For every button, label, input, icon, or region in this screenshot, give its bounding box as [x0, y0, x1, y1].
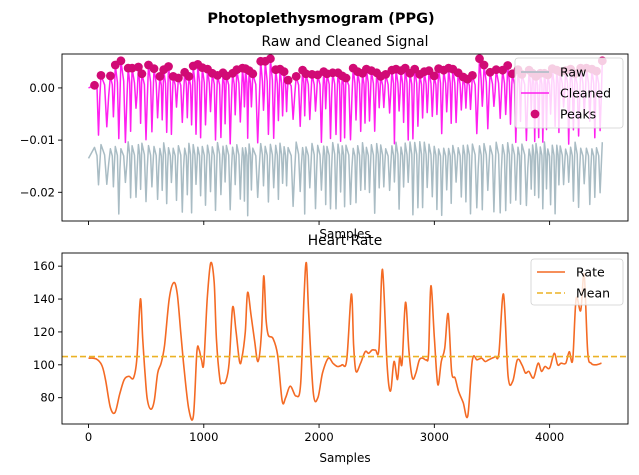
heart-rate-x-tick-label: 2000 — [304, 430, 333, 444]
raw-signal-line — [87, 141, 604, 217]
legend-cleaned-label: Cleaned — [560, 86, 611, 101]
peak-marker — [491, 65, 501, 75]
peak-marker — [184, 72, 194, 81]
peak-marker — [291, 72, 301, 81]
heart-rate-y-tick-label: 100 — [33, 358, 55, 372]
heart-rate-panel: Heart Rate 0 1000 2000 3000 4000 80 100 120 140 1… — [33, 233, 629, 465]
signal-y-tick-label: 0.00 — [29, 81, 55, 95]
peak-marker — [279, 67, 289, 77]
peak-marker — [381, 70, 391, 79]
peak-marker — [266, 54, 275, 64]
heart-rate-y-tick-label: 140 — [33, 292, 55, 306]
heart-rate-legend-frame — [530, 258, 624, 306]
peak-marker — [174, 73, 183, 83]
figure-suptitle: Photoplethysmogram (PPG) — [207, 11, 434, 27]
heart-rate-x-tick-label: 0 — [85, 430, 92, 444]
heart-rate-x-tick-label: 3000 — [420, 430, 449, 444]
peak-marker — [341, 73, 351, 83]
legend-peaks-marker — [530, 109, 540, 119]
heart-rate-y-tick-label: 120 — [33, 325, 55, 339]
heart-rate-panel-title: Heart Rate — [308, 233, 382, 249]
peak-marker — [106, 71, 115, 81]
heart-rate-x-tick-label: 4000 — [535, 430, 564, 444]
peak-marker — [134, 62, 143, 72]
heart-rate-x-tick-label: 1000 — [189, 430, 218, 444]
heart-rate-legend: Rate Mean — [530, 258, 624, 306]
signal-axes: 0.00 −0.01 −0.02 — [20, 53, 629, 225]
heart-rate-plot-area — [62, 261, 628, 421]
legend-raw-label: Raw — [560, 65, 586, 80]
signal-y-tick-label: −0.01 — [20, 133, 55, 147]
heart-rate-axes-frame — [61, 252, 629, 425]
peak-marker — [475, 54, 484, 64]
peak-marker — [468, 71, 477, 80]
signal-panel-title: Raw and Cleaned Signal — [262, 34, 429, 50]
heart-rate-x-axis-label: Samples — [319, 451, 370, 465]
peak-marker — [90, 80, 99, 90]
signal-axes-frame — [61, 53, 629, 222]
signal-panel: Raw and Cleaned Signal 0.00 −0.01 −0.02 Sa… — [20, 34, 629, 241]
legend-peaks-label: Peaks — [560, 107, 596, 122]
peak-marker — [503, 61, 513, 70]
peak-marker — [248, 69, 258, 79]
heart-rate-y-tick-label: 80 — [40, 391, 55, 405]
signal-legend-frame — [514, 57, 624, 129]
peak-marker — [479, 60, 489, 70]
heart-rate-y-tick-label: 160 — [33, 259, 55, 273]
signal-legend: Raw Cleaned Peaks — [514, 57, 624, 129]
signal-y-tick-label: −0.02 — [20, 185, 55, 199]
signal-x-axis-label: Samples — [319, 227, 370, 241]
peak-marker — [149, 64, 159, 73]
peak-marker — [155, 72, 165, 81]
heart-rate-line — [88, 261, 602, 421]
peak-marker — [429, 71, 439, 81]
legend-rate-label: Rate — [576, 265, 605, 280]
peak-marker — [164, 62, 173, 71]
legend-mean-label: Mean — [576, 286, 610, 301]
peak-marker — [96, 71, 106, 80]
peak-marker — [116, 56, 126, 66]
peak-marker — [137, 69, 147, 79]
peak-marker — [283, 75, 293, 85]
heart-rate-axes: 0 1000 2000 3000 4000 80 100 120 140 160 — [33, 252, 629, 444]
